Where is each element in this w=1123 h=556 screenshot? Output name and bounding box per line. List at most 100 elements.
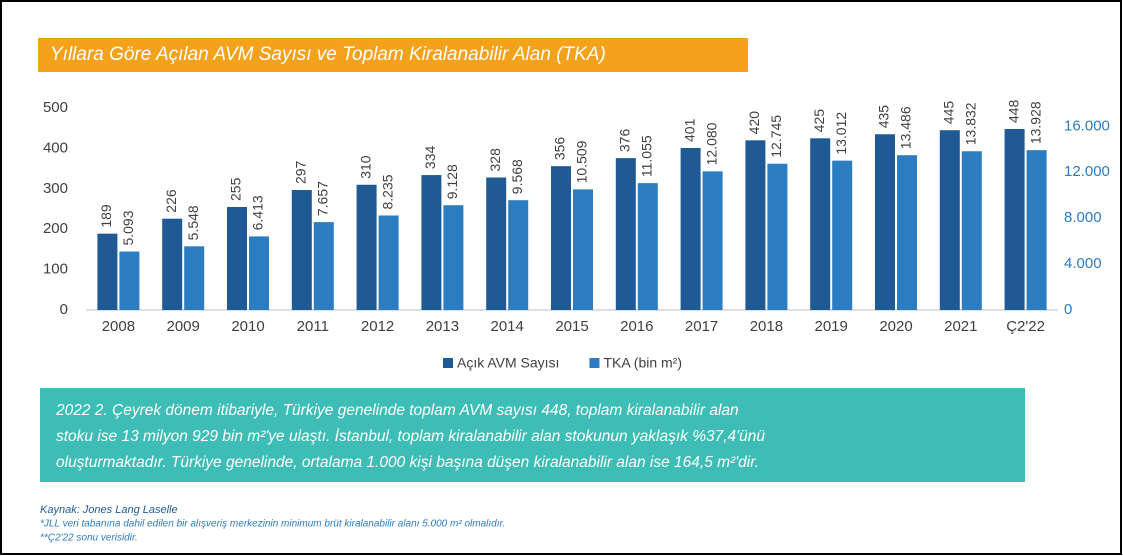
- bar: [939, 130, 960, 310]
- x-tick-label: 2020: [879, 318, 912, 335]
- value-label: 189: [98, 204, 114, 228]
- legend-label: TKA (bin m²): [603, 355, 682, 371]
- value-label: 5.548: [185, 205, 201, 240]
- value-label: 448: [1005, 99, 1021, 123]
- bar: [486, 177, 507, 310]
- value-label: 9.128: [444, 164, 460, 199]
- note-box: [40, 388, 1025, 482]
- y-tick-label: 400: [43, 139, 68, 156]
- x-tick-label: 2019: [815, 318, 848, 335]
- x-tick-label: 2021: [944, 318, 977, 335]
- note-line: stoku ise 13 milyon 929 bin m²'ye ulaştı…: [56, 428, 765, 445]
- value-label: 10.509: [574, 140, 590, 183]
- note-line: oluşturmaktadır. Türkiye genelinde, orta…: [56, 454, 759, 471]
- value-label: 11.055: [639, 135, 655, 177]
- value-label: 255: [228, 177, 244, 201]
- title-bar: [38, 38, 748, 72]
- bar: [378, 215, 399, 310]
- value-label: 13.928: [1027, 101, 1043, 144]
- value-label: 13.832: [963, 102, 979, 145]
- bar: [832, 160, 853, 310]
- legend-swatch: [443, 358, 453, 368]
- footnote: *JLL veri tabanına dahil edilen bir alış…: [40, 519, 505, 530]
- x-tick-label: 2009: [167, 318, 200, 335]
- bar: [1004, 129, 1025, 310]
- bar: [961, 151, 982, 310]
- value-label: 425: [811, 109, 827, 133]
- y-tick-label: 100: [43, 261, 68, 278]
- value-label: 435: [876, 105, 892, 129]
- bar: [508, 200, 529, 310]
- bar: [767, 163, 788, 310]
- bar: [897, 155, 917, 310]
- bar: [702, 171, 723, 310]
- bar: [162, 218, 183, 310]
- bar: [615, 158, 636, 310]
- x-tick-label: 2018: [750, 318, 783, 335]
- x-tick-label: 2017: [685, 318, 718, 335]
- bar: [443, 205, 464, 310]
- value-label: 5.093: [120, 210, 136, 245]
- x-tick-label: Ç2'22: [1006, 318, 1045, 335]
- x-tick-label: 2011: [297, 318, 329, 335]
- footnote: **Ç2'22 sonu verisidir.: [40, 533, 138, 544]
- value-label: 12.080: [703, 122, 719, 165]
- x-tick-label: 2015: [555, 318, 588, 335]
- value-label: 9.568: [509, 159, 525, 194]
- bar: [119, 251, 140, 310]
- value-label: 376: [617, 129, 633, 153]
- y-tick-label: 300: [43, 180, 68, 197]
- chart-title: Yıllara Göre Açılan AVM Sayısı ve Toplam…: [50, 44, 606, 65]
- value-label: 226: [163, 189, 179, 213]
- value-label: 356: [552, 137, 568, 161]
- value-label: 8.235: [379, 174, 395, 209]
- bar: [680, 147, 701, 310]
- y2-tick-label: 8.000: [1064, 209, 1102, 226]
- y-tick-label: 0: [60, 301, 68, 318]
- y2-tick-label: 4.000: [1064, 255, 1102, 272]
- y2-tick-label: 0: [1064, 301, 1072, 318]
- x-tick-label: 2016: [620, 318, 653, 335]
- y-tick-label: 200: [43, 220, 68, 237]
- bar: [227, 206, 247, 310]
- bar: [421, 175, 442, 310]
- y-tick-label: 500: [43, 99, 68, 116]
- bar: [97, 233, 118, 310]
- legend-swatch: [589, 358, 600, 368]
- value-label: 12.745: [768, 115, 784, 158]
- bar: [573, 189, 593, 310]
- value-label: 328: [487, 148, 503, 172]
- y2-tick-label: 16.000: [1064, 117, 1110, 134]
- bar: [1026, 150, 1047, 310]
- value-label: 13.486: [898, 106, 914, 149]
- bar: [249, 236, 269, 310]
- bar: [291, 190, 312, 310]
- footnote: Kaynak: Jones Lang Laselle: [40, 504, 178, 516]
- bar: [637, 183, 658, 310]
- x-tick-label: 2013: [426, 318, 459, 335]
- value-label: 6.413: [250, 195, 266, 230]
- x-tick-label: 2012: [361, 318, 394, 335]
- note-line: 2022 2. Çeyrek dönem itibariyle, Türkiye…: [55, 402, 739, 419]
- bar: [745, 140, 766, 310]
- y2-tick-label: 12.000: [1064, 163, 1110, 180]
- x-tick-label: 2014: [491, 318, 524, 335]
- value-label: 401: [681, 118, 697, 142]
- bar: [551, 166, 571, 310]
- legend-label: Açık AVM Sayısı: [457, 355, 559, 371]
- bar: [875, 134, 895, 310]
- value-label: 420: [746, 111, 762, 135]
- value-label: 445: [941, 101, 957, 125]
- value-label: 297: [293, 160, 309, 184]
- bar: [356, 184, 377, 310]
- bar: [313, 222, 334, 310]
- value-label: 310: [357, 155, 373, 179]
- value-label: 7.657: [315, 181, 331, 216]
- x-tick-label: 2010: [231, 318, 264, 335]
- x-tick-label: 2008: [102, 318, 135, 335]
- bar: [810, 138, 831, 310]
- value-label: 334: [422, 145, 438, 169]
- value-label: 13.012: [833, 112, 849, 155]
- bar: [184, 246, 205, 310]
